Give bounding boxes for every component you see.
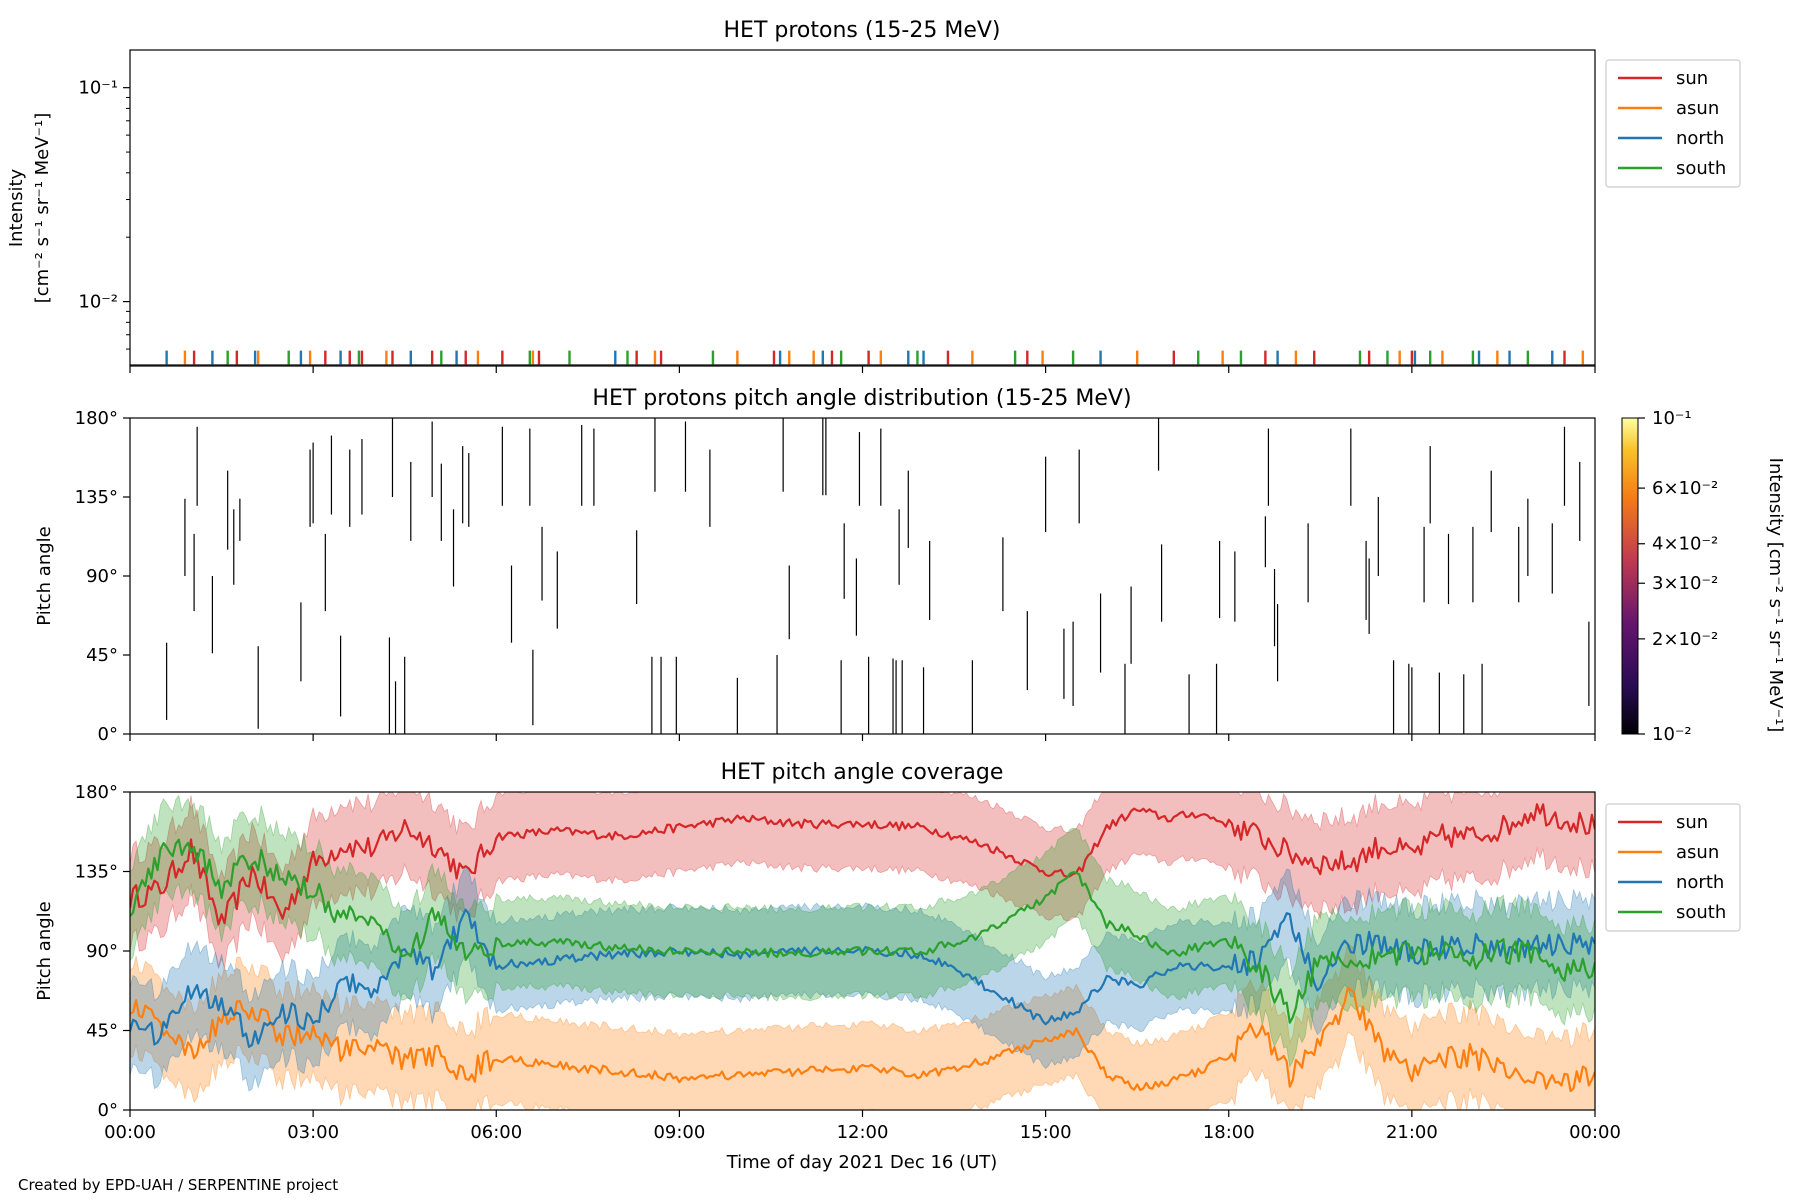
colorbar-ticks: 10⁻¹ 6×10⁻² 4×10⁻² 3×10⁻² 2×10⁻² 10⁻² [1638,408,1718,745]
north-legend-label: north [1676,872,1724,893]
y-tick-label: 135° [75,487,118,508]
south-legend-label: south [1676,902,1726,923]
panel3-y-ticks: 180° 135° 90° 45° 0° [75,782,130,1121]
panel3-x-ticks: 00:00 03:00 06:00 09:00 12:00 15:00 18:00 21:00… [104,1110,1621,1143]
x-tick-label: 00:00 [104,1122,156,1143]
panel1-x-ticks [129,366,1596,373]
y-tick-label: 90° [86,566,118,587]
asun-line [130,986,1595,1093]
x-tick-label: 00:00 [1569,1122,1621,1143]
colorbar-tick-label: 6×10⁻² [1652,478,1718,499]
x-tick-label: 06:00 [470,1122,522,1143]
panel-intensity: HET protons (15-25 MeV) 10⁻¹ 10⁻² Intensi… [6,18,1741,373]
panel3-legend-box [1605,803,1741,932]
panel1-title: HET protons (15-25 MeV) [724,18,1001,43]
panel3-title: HET pitch angle coverage [721,760,1004,785]
panel2-y-ticks: 180° 135° 90° 45° 0° [75,408,130,745]
x-tick-label: 18:00 [1203,1122,1255,1143]
y-tick-label: 90° [86,941,118,962]
panel1-ylabel-line2: [cm⁻² s⁻¹ sr⁻¹ MeV⁻¹] [32,113,53,304]
panel1-ylabel-line1: Intensity [6,168,27,247]
x-tick-label: 12:00 [837,1122,889,1143]
panel3-ylabel: Pitch angle [34,901,55,1000]
y-tick-label: 180° [75,408,118,429]
y-tick-label: 180° [75,782,118,803]
panel-pitch-angle-coverage: HET pitch angle coverage 180° 135° 90° 45° 0… [34,760,1741,1173]
sun-legend-label: sun [1676,812,1708,833]
sun-legend-label: sun [1676,68,1708,89]
x-tick-label: 21:00 [1386,1122,1438,1143]
x-tick-label: 09:00 [653,1122,705,1143]
panel2-marks [166,418,1590,734]
panel3-legend: sun asun north south [1605,803,1741,932]
panel2-ylabel: Pitch angle [34,526,55,625]
colorbar: 10⁻¹ 6×10⁻² 4×10⁻² 3×10⁻² 2×10⁻² 10⁻² Intensi… [1621,408,1786,745]
north-line [130,908,1595,1048]
y-tick-label: 45° [86,1021,118,1042]
north-band [130,864,1595,1092]
south-band [130,794,1595,1069]
panel1-legend-entries: sun asun north south [1618,68,1726,179]
panel2-title: HET protons pitch angle distribution (15… [592,386,1131,411]
panel3-legend-entries: sun asun north south [1618,812,1726,923]
panel1-frame [129,49,1596,367]
colorbar-tick-label: 4×10⁻² [1652,534,1718,555]
colorbar-tick-label: 3×10⁻² [1652,573,1718,594]
colorbar-tick-label: 10⁻¹ [1652,408,1692,429]
panel1-marks [130,350,1595,366]
south-legend-label: south [1676,158,1726,179]
asun-band [130,942,1595,1110]
south-line [130,838,1595,1024]
y-tick-label: 135° [75,862,118,883]
x-axis-label: Time of day 2021 Dec 16 (UT) [726,1152,998,1173]
y-tick-label: 10⁻² [78,292,118,313]
panel1-legend: sun asun north south [1605,59,1741,188]
panel1-y-ticks: 10⁻¹ 10⁻² [78,78,130,350]
asun-legend-label: asun [1676,98,1719,119]
sun-line [130,803,1595,926]
panel-pitch-angle-distribution: HET protons pitch angle distribution (15… [34,386,1786,745]
x-tick-label: 03:00 [287,1122,339,1143]
y-tick-label: 45° [86,645,118,666]
y-tick-label: 10⁻¹ [78,78,118,99]
north-legend-label: north [1676,128,1724,149]
colorbar-tick-label: 2×10⁻² [1652,629,1718,650]
x-tick-label: 15:00 [1020,1122,1072,1143]
asun-legend-label: asun [1676,842,1719,863]
y-tick-label: 0° [98,724,118,745]
credit-text: Created by EPD-UAH / SERPENTINE project [18,1176,338,1194]
colorbar-tick-label: 10⁻² [1652,724,1692,745]
colorbar-label: Intensity [cm⁻² s⁻¹ sr⁻¹ MeV⁻¹] [1765,458,1786,733]
panel3-marks [130,792,1595,1110]
panel1-legend-box [1605,59,1741,188]
colorbar-gradient [1621,417,1639,735]
panel2-x-ticks [129,734,1596,741]
y-tick-label: 0° [98,1100,118,1121]
